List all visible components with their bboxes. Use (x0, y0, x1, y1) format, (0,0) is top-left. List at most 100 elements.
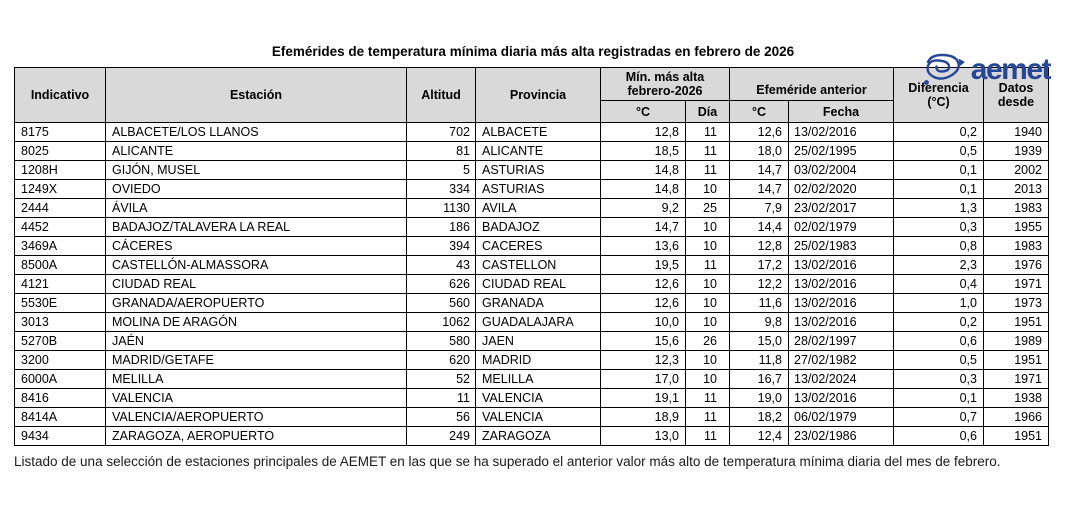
subheader-prev-fecha: Fecha (788, 100, 894, 123)
aemet-logo-text: aemet (970, 52, 1052, 86)
cell-estacion: MELILLA (105, 369, 407, 389)
table-body: 8175 ALBACETE/LOS LLANOS 702 ALBACETE 12,8 11… (14, 122, 1049, 446)
cell-indicativo: 8414A (14, 407, 106, 427)
cell-estacion: BADAJOZ/TALAVERA LA REAL (105, 217, 407, 237)
cell-provincia: VALENCIA (475, 388, 601, 408)
cell-diferencia: 0,4 (893, 274, 984, 294)
cell-provincia: BADAJOZ (475, 217, 601, 237)
cell-estacion: ALICANTE (105, 141, 407, 161)
cell-prev-c: 14,7 (729, 179, 789, 199)
cell-diferencia: 0,6 (893, 331, 984, 351)
cell-prev-c: 9,8 (729, 312, 789, 332)
cell-altitud: 1062 (406, 312, 476, 332)
cell-prev-fecha: 23/02/2017 (788, 198, 894, 218)
cell-min-c: 15,6 (600, 331, 686, 351)
cell-prev-fecha: 13/02/2024 (788, 369, 894, 389)
cell-min-dia: 10 (685, 179, 730, 199)
cell-prev-c: 14,7 (729, 160, 789, 180)
cell-min-c: 9,2 (600, 198, 686, 218)
header-datos-desde: Datos desde (983, 67, 1049, 123)
table-row: 9434 ZARAGOZA, AEROPUERTO 249 ZARAGOZA 13,0 1… (14, 426, 1049, 446)
cell-min-c: 14,8 (600, 179, 686, 199)
table-row: 2444 ÁVILA 1130 AVILA 9,2 25 7,9 23/02/2017 1,3 1… (14, 198, 1049, 218)
cell-provincia: AVILA (475, 198, 601, 218)
cell-prev-c: 11,8 (729, 350, 789, 370)
cell-estacion: CIUDAD REAL (105, 274, 407, 294)
cell-prev-fecha: 27/02/1982 (788, 350, 894, 370)
cell-prev-fecha: 13/02/2016 (788, 122, 894, 142)
cell-datos-desde: 1951 (983, 350, 1049, 370)
cell-diferencia: 0,3 (893, 217, 984, 237)
cell-provincia: CACERES (475, 236, 601, 256)
cell-min-dia: 11 (685, 407, 730, 427)
cell-indicativo: 6000A (14, 369, 106, 389)
cell-provincia: GRANADA (475, 293, 601, 313)
cell-min-dia: 26 (685, 331, 730, 351)
header-diferencia-line1: Diferencia (908, 81, 969, 95)
header-datos-line2: desde (997, 95, 1035, 109)
cell-min-c: 12,6 (600, 274, 686, 294)
table-row: 8175 ALBACETE/LOS LLANOS 702 ALBACETE 12,8 11… (14, 122, 1049, 142)
cell-indicativo: 4452 (14, 217, 106, 237)
cell-altitud: 626 (406, 274, 476, 294)
cell-prev-fecha: 02/02/1979 (788, 217, 894, 237)
cell-datos-desde: 1966 (983, 407, 1049, 427)
cell-provincia: ZARAGOZA (475, 426, 601, 446)
cell-prev-fecha: 28/02/1997 (788, 331, 894, 351)
header-indicativo: Indicativo (14, 67, 106, 123)
cell-prev-c: 17,2 (729, 255, 789, 275)
cell-min-c: 12,6 (600, 293, 686, 313)
cell-altitud: 249 (406, 426, 476, 446)
header-min-line2: febrero-2026 (627, 84, 703, 98)
cell-diferencia: 0,2 (893, 122, 984, 142)
table-row: 1249X OVIEDO 334 ASTURIAS 14,8 10 14,7 02/02/20… (14, 179, 1049, 199)
cell-datos-desde: 1971 (983, 369, 1049, 389)
cell-indicativo: 2444 (14, 198, 106, 218)
cell-altitud: 560 (406, 293, 476, 313)
cell-indicativo: 1208H (14, 160, 106, 180)
table-row: 4452 BADAJOZ/TALAVERA LA REAL 186 BADAJOZ 14… (14, 217, 1049, 237)
table-row: 1208H GIJÓN, MUSEL 5 ASTURIAS 14,8 11 14,7 03/0… (14, 160, 1049, 180)
cell-altitud: 620 (406, 350, 476, 370)
cell-min-c: 12,8 (600, 122, 686, 142)
cell-datos-desde: 1951 (983, 312, 1049, 332)
table-row: 6000A MELILLA 52 MELILLA 17,0 10 16,7 13/02/202… (14, 369, 1049, 389)
table-row: 3200 MADRID/GETAFE 620 MADRID 12,3 10 11,8 27/0… (14, 350, 1049, 370)
cell-prev-fecha: 03/02/2004 (788, 160, 894, 180)
cell-datos-desde: 1940 (983, 122, 1049, 142)
table-header: Indicativo Estación Altitud Provincia Mí… (14, 67, 1049, 123)
header-altitud: Altitud (406, 67, 476, 123)
subheader-min-dia: Día (685, 100, 730, 123)
cell-prev-fecha: 02/02/2020 (788, 179, 894, 199)
cell-diferencia: 0,6 (893, 426, 984, 446)
cell-datos-desde: 1971 (983, 274, 1049, 294)
cell-diferencia: 0,3 (893, 369, 984, 389)
table-row: 3013 MOLINA DE ARAGÓN 1062 GUADALAJARA 10,0 1… (14, 312, 1049, 332)
cell-indicativo: 8025 (14, 141, 106, 161)
header-provincia: Provincia (475, 67, 601, 123)
aemet-swirl-icon (921, 50, 967, 93)
cell-provincia: JAEN (475, 331, 601, 351)
cell-min-dia: 25 (685, 198, 730, 218)
cell-indicativo: 9434 (14, 426, 106, 446)
cell-provincia: ASTURIAS (475, 179, 601, 199)
cell-datos-desde: 1939 (983, 141, 1049, 161)
cell-altitud: 11 (406, 388, 476, 408)
cell-min-dia: 10 (685, 217, 730, 237)
header-min-line1: Mín. más alta (625, 70, 705, 84)
cell-provincia: MADRID (475, 350, 601, 370)
cell-diferencia: 0,7 (893, 407, 984, 427)
cell-prev-c: 7,9 (729, 198, 789, 218)
cell-indicativo: 3013 (14, 312, 106, 332)
cell-estacion: ALBACETE/LOS LLANOS (105, 122, 407, 142)
cell-altitud: 5 (406, 160, 476, 180)
cell-min-dia: 11 (685, 141, 730, 161)
cell-provincia: CIUDAD REAL (475, 274, 601, 294)
page-title: Efemérides de temperatura mínima diaria … (271, 44, 795, 59)
header-diferencia: Diferencia (°C) (893, 67, 984, 123)
table-row: 3469A CÁCERES 394 CACERES 13,6 10 12,8 25/02/19… (14, 236, 1049, 256)
cell-estacion: GIJÓN, MUSEL (105, 160, 407, 180)
cell-prev-fecha: 06/02/1979 (788, 407, 894, 427)
cell-min-c: 18,5 (600, 141, 686, 161)
cell-altitud: 56 (406, 407, 476, 427)
